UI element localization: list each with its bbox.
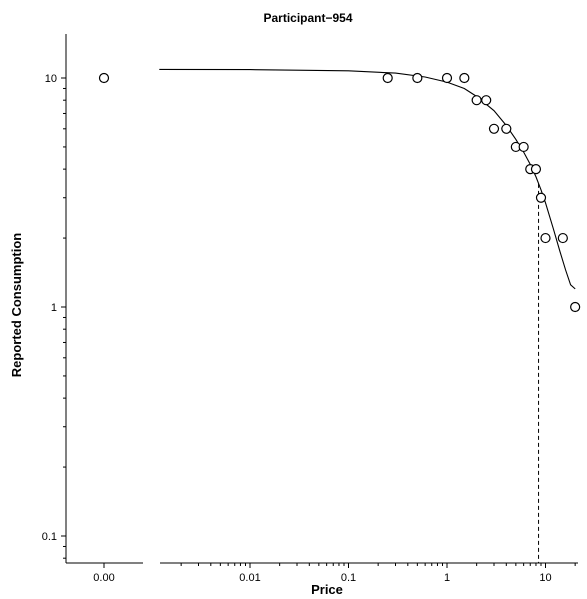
data-point — [557, 232, 568, 244]
data-point-zero-price — [98, 72, 110, 84]
axes: 0.1 1 10 0.00 0.01 0.1 1 10 — [42, 34, 578, 584]
data-point — [540, 232, 551, 244]
data-point — [501, 123, 512, 134]
x-tick-label: 10 — [539, 572, 551, 584]
data-point — [535, 192, 547, 203]
x-tick-label-zero: 0.00 — [93, 572, 114, 584]
chart-title: Participant−954 — [263, 11, 352, 25]
x-axis-label: Price — [311, 582, 343, 597]
data-point — [570, 301, 581, 313]
fit-curve-layer — [159, 68, 576, 563]
data-point — [530, 164, 542, 175]
y-tick-label: 1 — [51, 302, 57, 314]
data-points-layer — [98, 72, 581, 313]
y-tick-label: 10 — [45, 73, 57, 85]
data-point — [481, 95, 492, 106]
data-point — [488, 123, 500, 134]
data-point — [518, 141, 529, 153]
data-point — [412, 72, 423, 84]
y-tick-label: 0.1 — [42, 531, 57, 543]
x-tick-label: 0.1 — [341, 572, 356, 584]
x-tick-label: 1 — [444, 572, 450, 584]
x-tick-label: 0.01 — [239, 572, 260, 584]
data-point — [459, 72, 470, 84]
y-axis-label: Reported Consumption — [9, 233, 24, 377]
fit-curve — [159, 68, 576, 290]
data-point — [471, 95, 482, 106]
data-point — [441, 72, 453, 84]
data-point — [382, 72, 393, 84]
